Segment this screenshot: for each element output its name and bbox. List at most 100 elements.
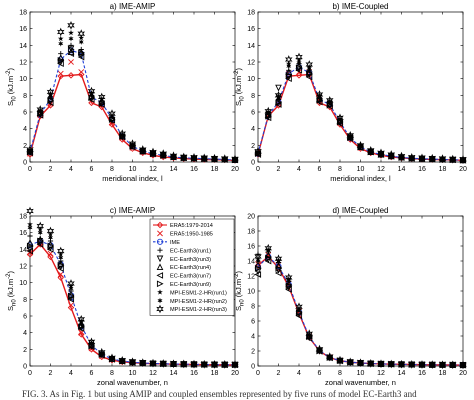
data-point	[37, 108, 43, 115]
y-tick-label: 12	[247, 60, 255, 67]
data-point	[87, 337, 96, 347]
y-tick-label: 12	[247, 274, 255, 281]
data-point	[232, 361, 238, 368]
legend-label: IME	[170, 240, 180, 246]
data-point	[140, 359, 146, 366]
data-point	[295, 61, 303, 69]
x-tick-label: 20	[231, 166, 239, 173]
y-tick-label: 2	[23, 347, 27, 354]
data-point	[119, 132, 125, 139]
data-point	[56, 246, 65, 256]
x-tick-label: 0	[28, 370, 32, 377]
data-point	[179, 152, 188, 162]
data-point	[179, 359, 188, 369]
data-point	[264, 114, 272, 122]
y-tick-label: 4	[251, 334, 255, 341]
data-point	[109, 355, 115, 362]
legend-box	[149, 218, 235, 316]
data-point	[46, 87, 55, 97]
y-tick-label: 2	[251, 349, 255, 356]
data-point	[286, 63, 292, 70]
y-tick-label: 8	[251, 304, 255, 311]
data-point	[285, 68, 293, 76]
data-point	[36, 221, 45, 231]
data-point	[231, 360, 239, 369]
data-point	[27, 233, 33, 239]
y-tick-label: 8	[23, 297, 27, 304]
data-point	[170, 153, 177, 160]
series-mpi-esm1-2-hr-run3-	[26, 20, 239, 164]
data-point	[128, 357, 137, 367]
legend-entry: ERA5:1950-1985	[157, 230, 213, 238]
legend-label: ERA5:1950-1985	[170, 232, 213, 238]
legend-label: EC-Earth3(run9)	[170, 282, 211, 288]
data-point	[77, 53, 85, 61]
x-tick-label: 0	[256, 370, 260, 377]
data-point	[327, 354, 333, 360]
data-point	[448, 360, 457, 370]
data-point	[119, 357, 125, 364]
y-tick-label: 14	[19, 247, 27, 254]
data-point	[325, 352, 334, 361]
y-tick-label: 16	[247, 26, 255, 33]
data-point	[57, 274, 64, 281]
data-point	[336, 355, 344, 365]
data-point	[67, 20, 75, 30]
data-point	[397, 151, 406, 161]
data-point	[58, 254, 64, 261]
legend-label: EC-Earth3(run1)	[170, 248, 211, 254]
y-tick-label: 16	[247, 244, 255, 251]
legend-entry: MPI-ESM1-2-HR(run2)	[157, 297, 227, 305]
data-point	[305, 73, 313, 81]
data-point	[284, 273, 293, 282]
data-point	[222, 156, 228, 162]
data-point	[77, 325, 85, 332]
x-tick-label: 12	[377, 370, 385, 377]
data-point	[347, 133, 353, 140]
data-point	[337, 116, 343, 123]
x-tick-label: 14	[170, 166, 178, 173]
x-axis-label: zonal wavenumber, n	[325, 378, 396, 387]
series-line	[257, 66, 464, 161]
data-point	[67, 296, 75, 303]
x-tick-label: 4	[297, 370, 301, 377]
chart-panel-1: 0 2 4 6 8 10 12 14 16 18 20 0 2 4 6 8 10 12 14 16 18 a) IME-A…	[6, 2, 239, 183]
y-tick-label: 6	[23, 110, 27, 117]
chart-title: a) IME-AMIP	[110, 2, 156, 11]
data-point	[407, 153, 416, 162]
legend-label: EC-Earth3(run7)	[170, 274, 211, 280]
x-tick-label: 14	[398, 370, 406, 377]
data-point	[27, 221, 33, 227]
data-point	[37, 237, 44, 245]
data-point	[264, 243, 273, 253]
data-point	[222, 361, 228, 368]
data-point	[97, 92, 106, 102]
data-point	[169, 359, 178, 369]
data-point	[378, 150, 384, 157]
data-point	[47, 234, 54, 241]
data-point	[149, 147, 157, 157]
data-point	[407, 359, 416, 369]
x-tick-label: 2	[277, 166, 281, 173]
chart-panel-2: 0 2 4 6 8 10 12 14 16 18 20 0 2 4 6 8 10 12 14 16 18 b) IME-C…	[234, 2, 467, 183]
x-tick-label: 12	[149, 370, 157, 377]
data-point	[285, 286, 292, 293]
legend-marker	[156, 255, 164, 263]
data-point	[306, 70, 313, 77]
data-point	[99, 350, 105, 356]
data-point	[255, 149, 261, 155]
data-point	[138, 145, 147, 154]
x-tick-label: 8	[110, 370, 114, 377]
x-tick-label: 12	[377, 166, 385, 173]
data-point	[67, 279, 75, 288]
data-point	[27, 224, 33, 231]
data-point	[254, 252, 262, 261]
data-point	[231, 154, 239, 164]
data-point	[26, 239, 34, 246]
data-point	[210, 153, 219, 163]
data-point	[274, 90, 283, 100]
data-point	[129, 359, 136, 365]
x-tick-label: 14	[398, 166, 406, 173]
x-tick-label: 12	[149, 166, 157, 173]
data-point	[274, 269, 282, 277]
